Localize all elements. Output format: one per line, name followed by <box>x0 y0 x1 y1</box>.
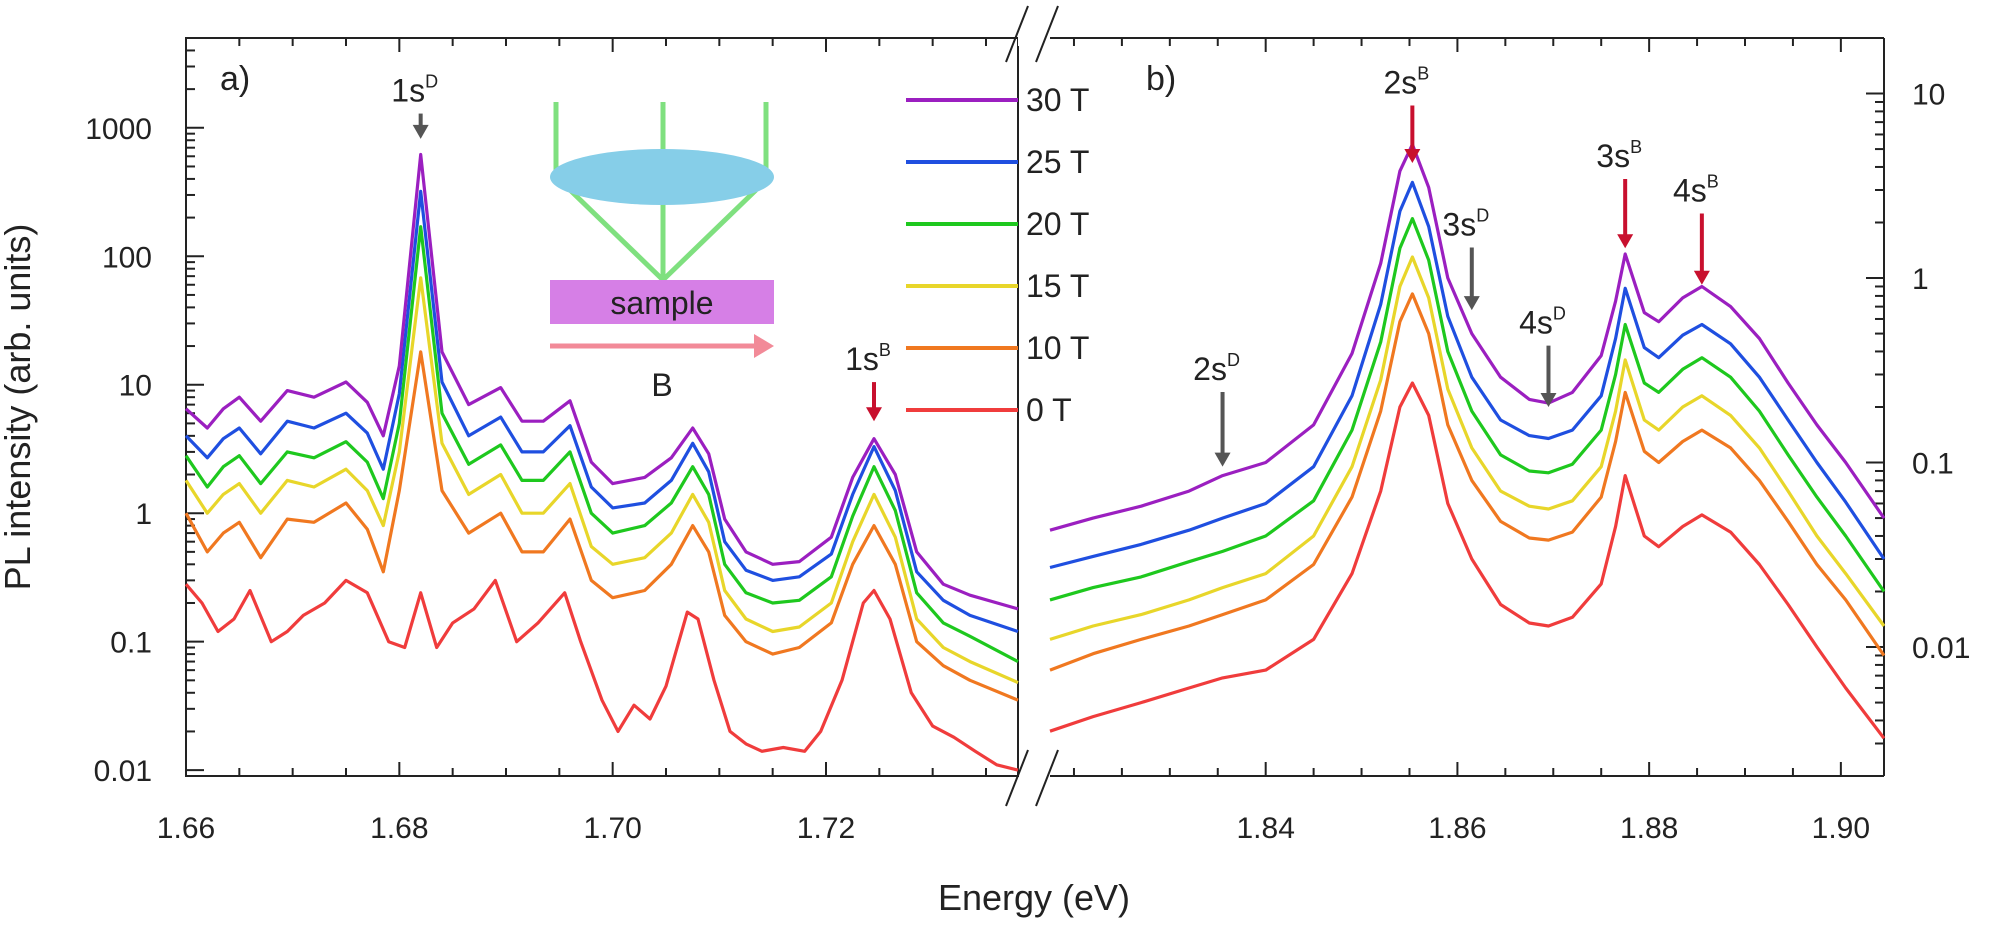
panel-a: a) 1.66 1.68 1.70 1.72 0.01 0.1 1 10 100 1000 1sD… <box>85 37 1089 845</box>
peak-arrow-head-icon <box>1463 296 1480 311</box>
axis-break-bottom <box>1005 749 1059 807</box>
peak-annotation-2sD: 2sD <box>1193 350 1240 467</box>
peak-annotation-3sB: 3sB <box>1596 137 1642 249</box>
series-line-0t-b <box>1049 381 1886 740</box>
peak-label: 2sB <box>1383 64 1429 101</box>
peak-arrow-head-icon <box>1214 452 1231 467</box>
peak-annotation-1sB: 1sB <box>845 340 891 422</box>
x-tick-label: 1.84 <box>1236 812 1294 845</box>
y-tick-label: 100 <box>102 241 152 274</box>
y-tick-label: 1 <box>1912 263 1929 296</box>
peak-label: 1sB <box>845 340 891 377</box>
peak-annotation-3sD: 3sD <box>1442 206 1489 311</box>
x-tick-label: 1.68 <box>370 812 428 845</box>
legend-label: 0 T <box>1026 392 1072 428</box>
peak-label-sup: B <box>1630 137 1642 157</box>
series-line-30t-b <box>1049 142 1886 532</box>
x-tick-label: 1.90 <box>1812 812 1870 845</box>
sample-bar <box>550 280 774 324</box>
x-tick-label: 1.86 <box>1428 812 1486 845</box>
legend-label: 30 T <box>1026 82 1089 118</box>
x-tick-label: 1.88 <box>1620 812 1678 845</box>
inset-field-label: B <box>651 367 672 403</box>
series-line-10t-b <box>1049 292 1886 672</box>
panel-a-series <box>184 152 1019 772</box>
peak-label-sup: D <box>1227 350 1240 370</box>
y-tick-label: 1 <box>135 498 152 531</box>
y-tick-label: 10 <box>1912 79 1945 112</box>
y-tick-label: 0.1 <box>1912 448 1954 481</box>
panel-b: b) 1.84 1.86 1.88 1.90 0.01 0.1 1 10 2sD 2sB 3sD 4… <box>1049 37 1970 845</box>
peak-arrow-head-icon <box>412 124 429 139</box>
y-tick-label: 0.01 <box>94 755 152 788</box>
panel-a-frame <box>185 37 1019 777</box>
peak-label: 4sB <box>1673 171 1719 208</box>
peak-arrow-head-icon <box>1540 393 1557 407</box>
legend: 30 T 25 T 20 T 15 T 10 T 0 T <box>906 82 1089 428</box>
x-tick-label: 1.72 <box>797 812 855 845</box>
panel-b-series <box>1049 142 1886 740</box>
panel-b-label: b) <box>1146 60 1176 98</box>
peak-label-sup: D <box>1553 304 1566 324</box>
peak-arrow-head-icon <box>1404 149 1421 164</box>
peak-annotation-1sD: 1sD <box>391 72 438 139</box>
peak-label-sup: B <box>1707 171 1719 191</box>
peak-annotation-4sD: 4sD <box>1519 304 1566 407</box>
beam-focus-left <box>568 188 665 282</box>
series-line-15t-a <box>184 276 1019 685</box>
panel-a-axes: 1.66 1.68 1.70 1.72 0.01 0.1 1 10 100 1000 <box>85 37 987 845</box>
y-tick-label: 0.1 <box>110 627 152 660</box>
legend-label: 10 T <box>1026 330 1089 366</box>
peak-label: 4sD <box>1519 304 1566 341</box>
series-line-20t-a <box>184 225 1019 664</box>
lens-icon <box>550 149 774 205</box>
inset-sample-label: sample <box>610 285 713 321</box>
peak-label: 3sD <box>1442 206 1489 243</box>
legend-label: 25 T <box>1026 144 1089 180</box>
legend-label: 15 T <box>1026 268 1089 304</box>
x-tick-label: 1.66 <box>157 812 215 845</box>
beam-focus-right <box>661 188 758 282</box>
inset-schematic: sample B <box>550 102 774 403</box>
series-line-25t-a <box>184 189 1019 634</box>
panel-a-annotations: 1sD 1sB <box>391 72 891 422</box>
peak-label: 3sB <box>1596 137 1642 174</box>
peak-label: 2sD <box>1193 350 1240 387</box>
series-line-0t-a <box>184 578 1019 772</box>
field-arrow-head-icon <box>754 334 774 358</box>
axis-break-top <box>1005 5 1059 63</box>
peak-label-sup: B <box>1417 64 1429 84</box>
peak-label-sup: D <box>1476 206 1489 226</box>
y-axis-title: PL intensity (arb. units) <box>0 224 38 591</box>
series-line-20t-b <box>1049 217 1886 602</box>
series-line-10t-a <box>184 350 1019 702</box>
x-axis-title: Energy (eV) <box>938 877 1130 918</box>
peak-label-sup: B <box>879 340 891 360</box>
peak-annotation-2sB: 2sB <box>1383 64 1429 164</box>
series-line-30t-a <box>184 152 1019 611</box>
panel-a-label: a) <box>220 60 250 98</box>
peak-arrow-head-icon <box>1693 270 1710 285</box>
peak-label-sup: D <box>425 72 438 92</box>
legend-label: 20 T <box>1026 206 1089 242</box>
y-tick-label: 10 <box>119 370 152 403</box>
peak-arrow-head-icon <box>866 407 882 422</box>
y-tick-label: 1000 <box>85 113 152 146</box>
peak-label: 1sD <box>391 72 438 109</box>
series-line-15t-b <box>1049 255 1886 641</box>
series-line-25t-b <box>1049 180 1886 570</box>
x-tick-label: 1.70 <box>583 812 641 845</box>
y-tick-label: 0.01 <box>1912 632 1970 665</box>
panel-b-axes: 1.84 1.86 1.88 1.90 0.01 0.1 1 10 <box>1072 37 1970 845</box>
peak-arrow-head-icon <box>1617 234 1634 249</box>
peak-annotation-4sB: 4sB <box>1673 171 1719 285</box>
